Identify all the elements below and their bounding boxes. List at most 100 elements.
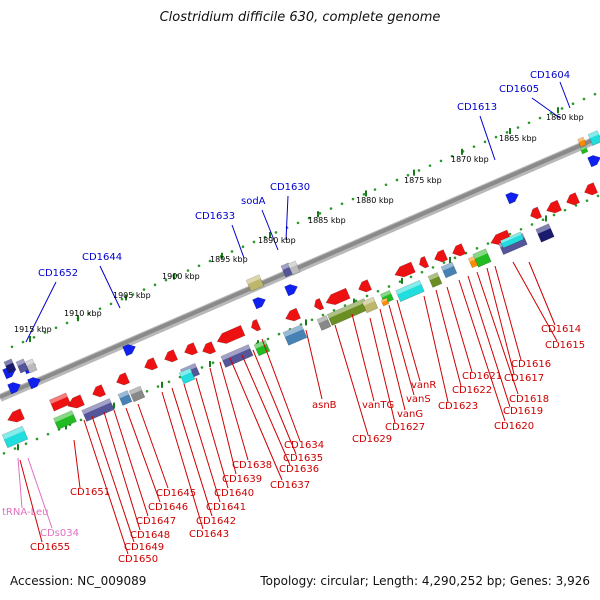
reverse-gene-arrow bbox=[546, 199, 562, 214]
inner-dot bbox=[541, 218, 545, 222]
inner-dot bbox=[167, 380, 171, 384]
inner-dot bbox=[486, 242, 490, 245]
leader-line bbox=[379, 308, 406, 411]
gene-arrow-body bbox=[184, 342, 199, 356]
gene-highlight bbox=[317, 315, 328, 324]
reverse-gene-label: CD1645 bbox=[156, 488, 196, 499]
scale-dot bbox=[197, 264, 201, 268]
gene-features bbox=[1, 130, 600, 449]
scale-label: 1880 kbp bbox=[356, 196, 394, 205]
reverse-gene-arrow bbox=[164, 349, 179, 363]
reverse-gene-label: CD1651 bbox=[70, 487, 110, 498]
gene-highlight bbox=[588, 130, 599, 139]
gene-arrow-body bbox=[284, 284, 298, 297]
gene-highlight bbox=[246, 274, 261, 285]
leader-line bbox=[229, 357, 283, 481]
gene-highlight bbox=[500, 231, 522, 244]
gene-highlight bbox=[49, 392, 68, 404]
forward-gene-label: CD1630 bbox=[270, 182, 310, 193]
scale-dot bbox=[329, 207, 333, 210]
reverse-gene-label: CD1620 bbox=[494, 421, 534, 432]
reverse-gene-label: CD1616 bbox=[511, 359, 551, 370]
inner-dot bbox=[200, 366, 204, 369]
backbone-line bbox=[0, 135, 600, 399]
scale-dot bbox=[560, 107, 564, 110]
forward-gene-box bbox=[245, 274, 265, 292]
reverse-gene-label: CD1641 bbox=[206, 502, 246, 513]
inner-dot bbox=[24, 442, 28, 446]
inner-dot bbox=[574, 204, 578, 207]
inner-dot bbox=[266, 337, 270, 341]
gene-arrow-body bbox=[566, 192, 581, 206]
gene-body bbox=[24, 358, 38, 374]
leader-line bbox=[195, 377, 229, 489]
reverse-gene-label: CD1650 bbox=[118, 554, 158, 565]
inner-dot bbox=[453, 256, 457, 260]
gene-highlight bbox=[118, 390, 129, 399]
leader-line bbox=[261, 338, 301, 442]
scale-dot bbox=[439, 159, 443, 163]
leader-line bbox=[559, 81, 571, 109]
leader-line bbox=[261, 209, 279, 251]
reverse-gene-arrow bbox=[216, 325, 246, 344]
leader-line bbox=[231, 224, 245, 259]
inner-dot bbox=[508, 232, 512, 236]
reverse-gene-label: CD1619 bbox=[503, 406, 543, 417]
inner-dot bbox=[321, 313, 325, 317]
gene-highlight bbox=[362, 297, 375, 306]
reverse-gene-label: vanR bbox=[411, 380, 436, 391]
inner-dot bbox=[46, 432, 50, 436]
leader-line bbox=[91, 415, 135, 543]
scale-dot bbox=[208, 259, 212, 263]
gene-highlight bbox=[535, 223, 551, 234]
gene-highlight bbox=[179, 368, 192, 377]
reverse-gene-arrow bbox=[314, 298, 325, 311]
reverse-gene-label: CD1649 bbox=[124, 542, 164, 553]
reverse-gene-arrow bbox=[419, 256, 430, 269]
reverse-gene-label: asnB bbox=[312, 400, 337, 411]
leader-line bbox=[476, 271, 519, 395]
forward-gene-box bbox=[15, 358, 29, 374]
gene-body bbox=[380, 297, 390, 307]
scale-dot bbox=[263, 235, 267, 239]
forward-gene-arrow bbox=[587, 155, 600, 168]
gene-highlight bbox=[428, 272, 439, 281]
reverse-gene-label: CD1614 bbox=[541, 324, 581, 335]
gene-arrow-body bbox=[251, 319, 262, 332]
gene-highlight bbox=[580, 146, 587, 151]
inner-dot bbox=[376, 289, 380, 293]
reverse-gene-box bbox=[1, 425, 29, 449]
reverse-gene-box bbox=[395, 279, 425, 303]
forward-gene-label: CD1633 bbox=[195, 211, 235, 222]
inner-dot bbox=[277, 332, 281, 336]
reverse-gene-label: CD1615 bbox=[545, 340, 585, 351]
inner-dot bbox=[35, 437, 39, 441]
leader-line bbox=[99, 265, 121, 309]
inner-dot bbox=[409, 275, 413, 279]
scale-dot bbox=[252, 240, 256, 244]
reverse-gene-label: CD1655 bbox=[30, 542, 70, 553]
leader-line bbox=[25, 281, 57, 343]
reverse-gene-label: CD1623 bbox=[438, 401, 478, 412]
gene-arrow-body bbox=[394, 261, 416, 278]
gene-body bbox=[282, 324, 308, 346]
gene-highlight bbox=[441, 262, 454, 271]
gene-highlight bbox=[280, 262, 290, 270]
scale-dot bbox=[87, 312, 91, 315]
reverse-gene-arrow bbox=[67, 394, 85, 409]
inner-dot bbox=[552, 213, 556, 217]
gene-body bbox=[287, 260, 301, 276]
gene-arrow-body bbox=[252, 297, 266, 310]
forward-gene-arrow bbox=[7, 382, 21, 395]
scale-dot bbox=[186, 269, 190, 272]
scale-dot bbox=[10, 345, 14, 349]
inner-dot bbox=[310, 318, 314, 322]
rna-gene-label: CDs034 bbox=[40, 528, 79, 539]
scale-label: 1915 kbp bbox=[14, 325, 52, 334]
inner-dot bbox=[475, 247, 479, 250]
inner-dot bbox=[398, 280, 402, 283]
genome-stats-label: Topology: circular; Length: 4,290,252 bp… bbox=[260, 574, 590, 588]
scale-dot bbox=[296, 221, 300, 225]
gene-highlight bbox=[468, 256, 476, 262]
gene-highlight bbox=[220, 344, 251, 361]
